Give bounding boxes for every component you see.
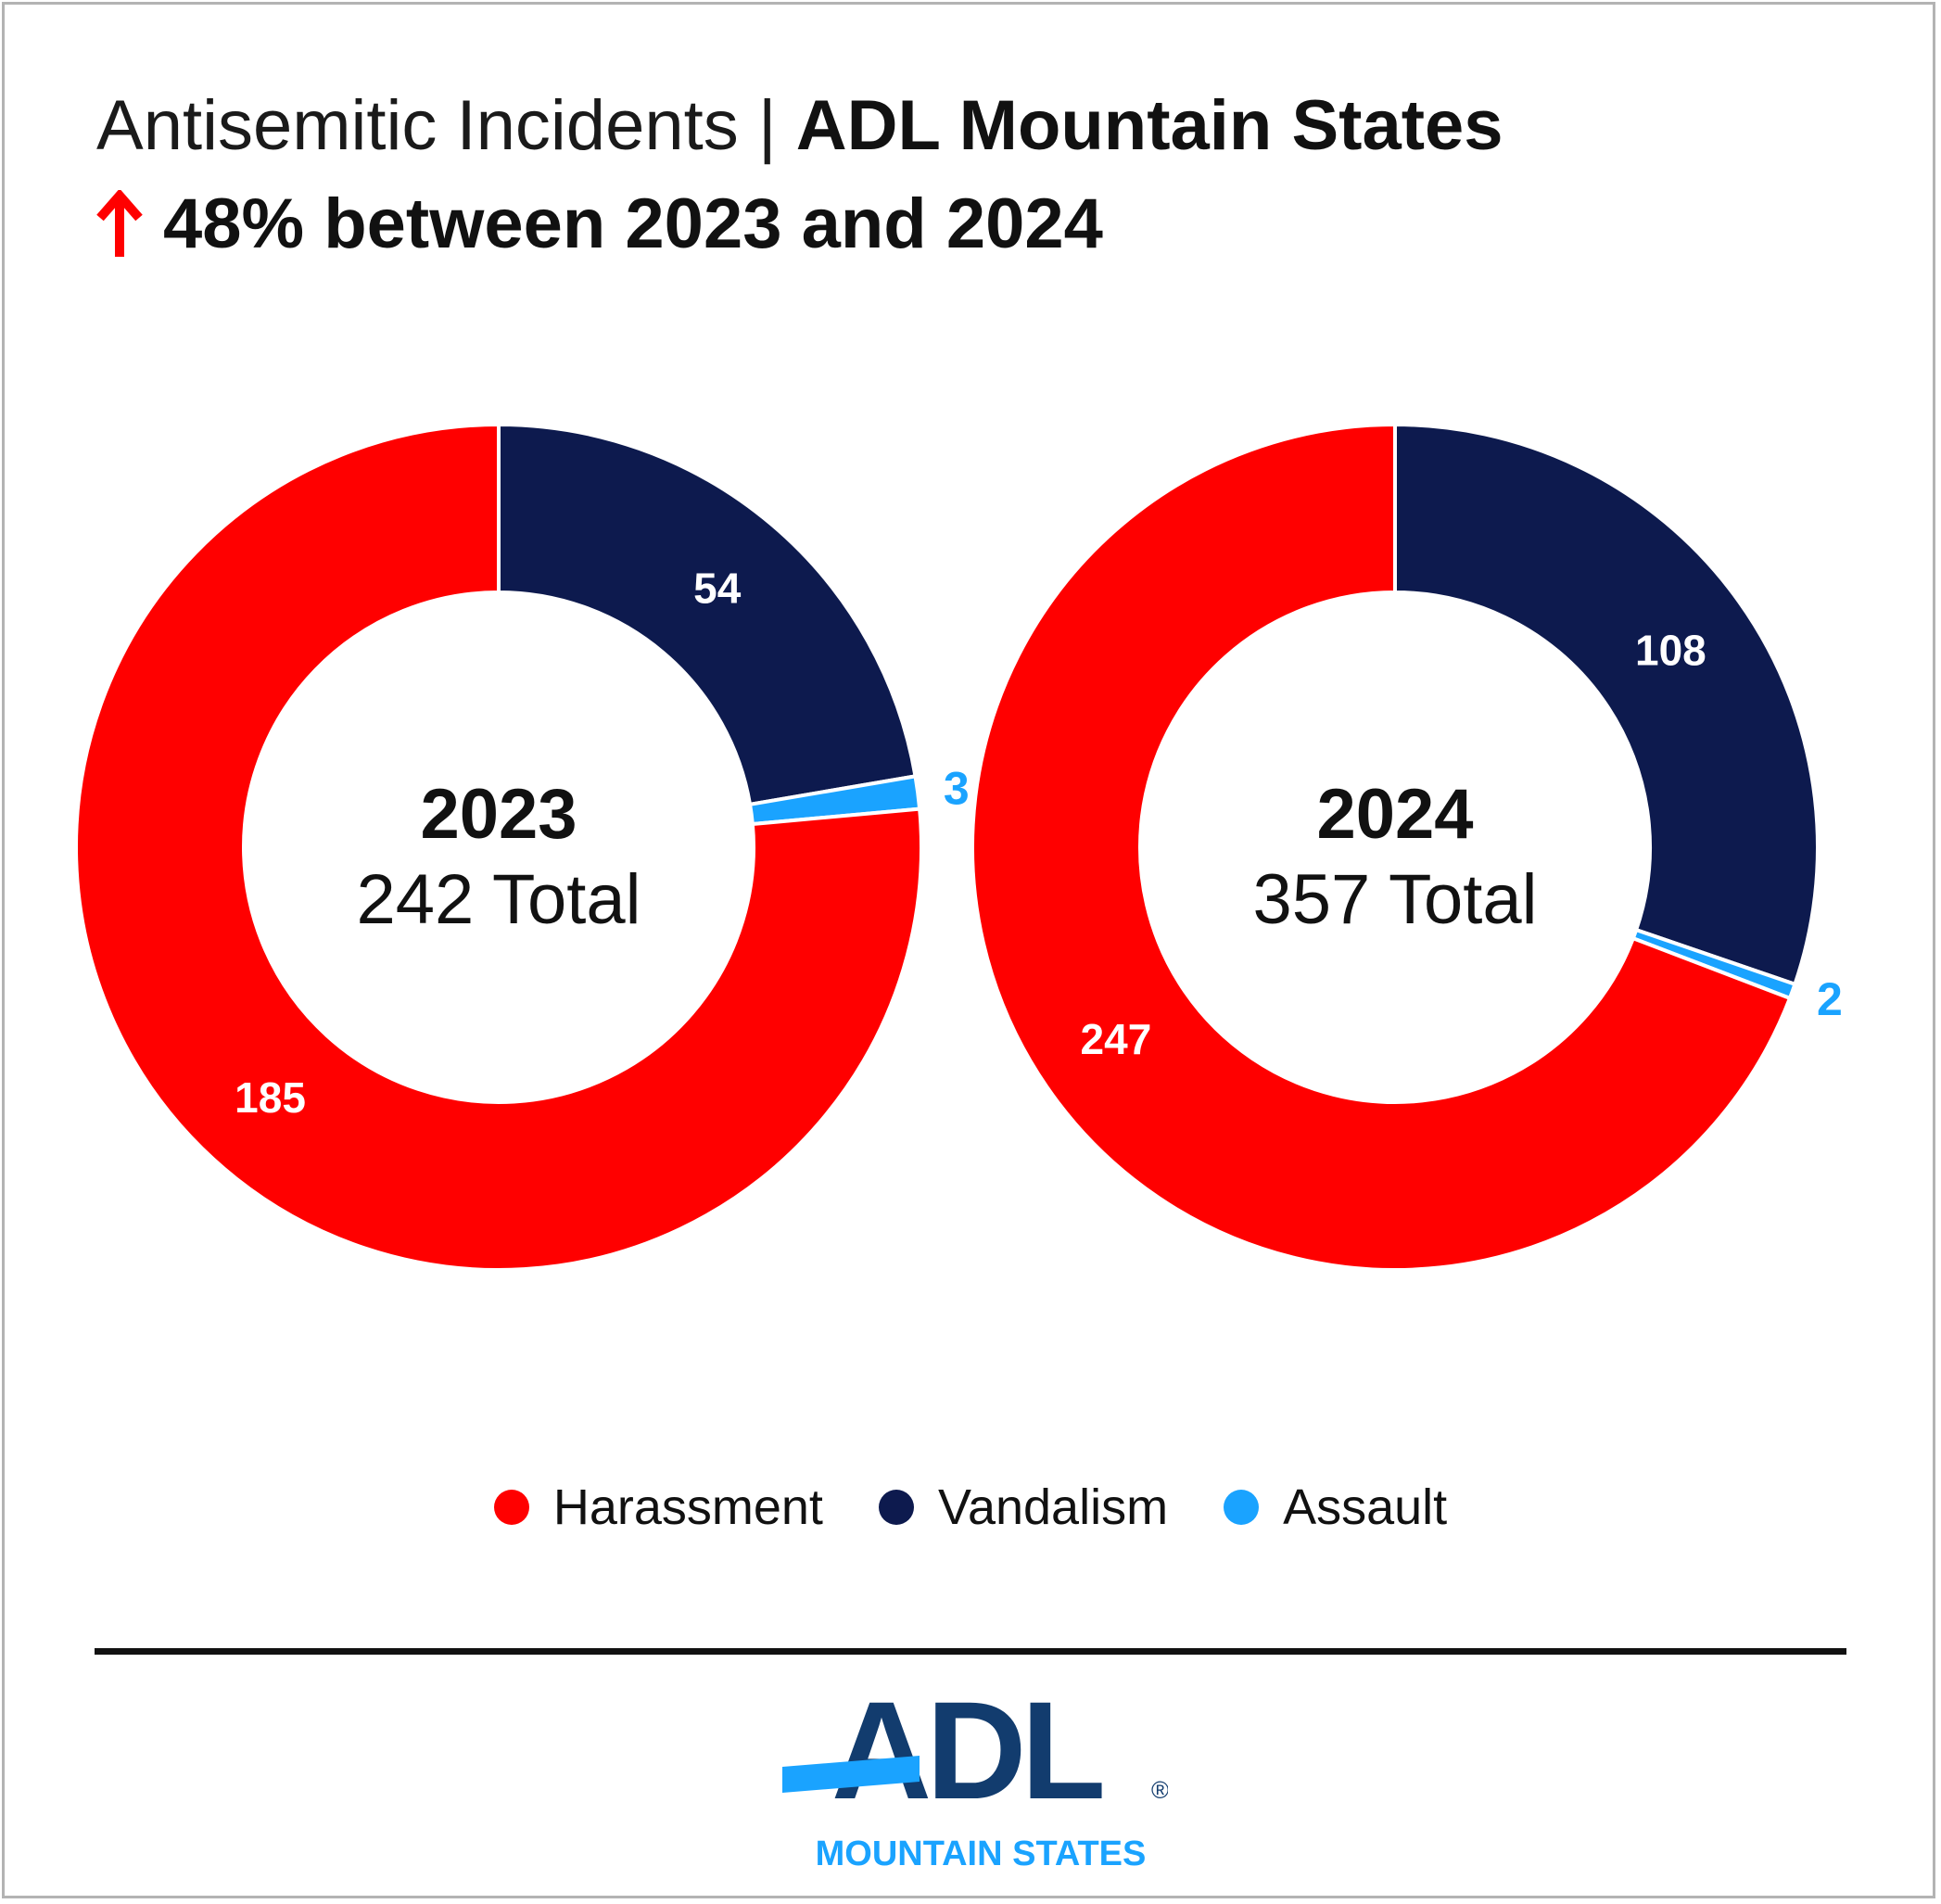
- title-light: Antisemitic Incidents |: [96, 86, 796, 165]
- data-label-assault-2024: 2: [1817, 973, 1843, 1025]
- legend-label-assault: Assault: [1283, 1479, 1448, 1535]
- center-total-2023: 242 Total: [356, 860, 641, 939]
- legend-item-assault: Assault: [1224, 1479, 1447, 1536]
- legend: Harassment Vandalism Assault: [0, 1479, 1941, 1536]
- divider: [95, 1648, 1846, 1655]
- slice-harassment-2024: [970, 423, 1792, 1272]
- legend-dot-harassment: [493, 1490, 529, 1525]
- title-bold: ADL Mountain States: [795, 86, 1503, 165]
- chart-title: Antisemitic Incidents | ADL Mountain Sta…: [96, 85, 1503, 166]
- logo-text: ADL: [831, 1678, 1103, 1828]
- center-total-2024: 357 Total: [1252, 860, 1537, 939]
- data-label-vandalism-2023: 54: [693, 565, 742, 613]
- subtitle-text: 48% between 2023 and 2024: [163, 184, 1103, 263]
- slice-harassment-2023: [74, 423, 923, 1272]
- logo-registered: ®: [1151, 1776, 1168, 1804]
- legend-dot-assault: [1224, 1490, 1260, 1525]
- data-label-assault-2023: 3: [944, 762, 970, 814]
- slice-vandalism-2023: [497, 423, 918, 806]
- chart-subtitle: 48% between 2023 and 2024: [96, 184, 1103, 264]
- logo-stripe: [782, 1756, 920, 1793]
- legend-label-harassment: Harassment: [552, 1479, 823, 1535]
- legend-item-harassment: Harassment: [493, 1479, 823, 1536]
- data-label-vandalism-2024: 108: [1635, 627, 1706, 675]
- center-year-2023: 2023: [420, 775, 577, 854]
- legend-item-vandalism: Vandalism: [878, 1479, 1169, 1536]
- data-label-harassment-2023: 185: [235, 1073, 306, 1122]
- data-label-harassment-2024: 247: [1081, 1015, 1152, 1063]
- center-year-2024: 2024: [1316, 775, 1473, 854]
- up-arrow-icon: [96, 189, 143, 257]
- legend-dot-vandalism: [878, 1490, 914, 1525]
- legend-label-vandalism: Vandalism: [937, 1479, 1169, 1535]
- slice-vandalism-2024: [1393, 423, 1820, 986]
- adl-logo: ADL ® MOUNTAIN STATES: [782, 1678, 1168, 1873]
- logo-subtext: MOUNTAIN STATES: [816, 1834, 1147, 1873]
